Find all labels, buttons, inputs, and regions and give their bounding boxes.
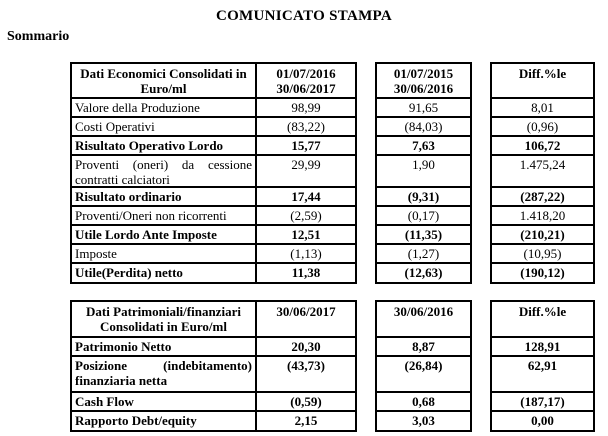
value-diff: (287,22) [492,186,593,205]
row-label: Risultato Operativo Lordo [75,138,224,153]
value-diff: (10,95) [492,243,593,262]
financial-header-row: Dati Patrimoniali/finanziari Consolidati… [72,302,355,336]
value-current: (43,73) [255,357,355,391]
row-label: Valore della Produzione [75,100,200,115]
row-label: Rapporto Debt/equity [75,413,197,428]
value-diff: 106,72 [492,135,593,154]
value-current: 29,99 [255,156,355,186]
financial-table-prior-year-box: 30/06/2016 8,87 (26,84) 0,68 3,03 [375,300,472,432]
row-label: Patrimonio Netto [75,339,172,354]
value-prior: (26,84) [377,355,470,391]
row-label: Risultato ordinario [75,189,182,204]
value-current: 2,15 [255,412,355,430]
economic-header-row: Dati Economici Consolidati in Euro/ml 01… [72,64,355,97]
value-prior: 0,68 [377,391,470,410]
financial-table-title: Dati Patrimoniali/finanziari Consolidati… [86,304,241,334]
value-diff: (0,96) [492,116,593,135]
value-current: 11,38 [255,264,355,282]
value-prior: 1,90 [377,154,470,186]
row-label: Proventi/Oneri non ricorrenti [75,208,227,223]
financial-table-main-box: Dati Patrimoniali/finanziari Consolidati… [70,300,357,432]
page-title: COMUNICATO STAMPA [215,8,393,24]
financial-position-table: Dati Patrimoniali/finanziari Consolidati… [70,300,595,432]
economic-table-prior-year-box: 01/07/2015 30/06/2016 91,65 (84,03) 7,63… [375,62,472,284]
table-row: Risultato Operativo Lordo 15,77 [72,135,355,154]
table-row: Utile(Perdita) netto 11,38 [72,262,355,282]
value-current: 98,99 [255,99,355,116]
value-current: 12,51 [255,226,355,243]
col-header-period-current: 01/07/2016 30/06/2017 [255,64,355,97]
table-row: Cash Flow (0,59) [72,391,355,410]
row-label: Cash Flow [75,394,134,409]
value-diff: (210,21) [492,224,593,243]
col-header-date-prior: 30/06/2016 [393,304,454,319]
value-current: 15,77 [255,137,355,154]
row-label: Utile Lordo Ante Imposte [75,227,217,242]
col-header-diff: Diff.%le [518,304,567,319]
value-prior: 8,87 [377,336,470,355]
economic-table-diff-box: Diff.%le 8,01 (0,96) 106,72 1.475,24 (28… [490,62,595,284]
table-row: Proventi/Oneri non ricorrenti (2,59) [72,205,355,224]
row-label: Utile(Perdita) netto [75,265,183,280]
col-header-diff: Diff.%le [518,66,567,81]
value-prior: 3,03 [377,410,470,430]
value-current: (83,22) [255,118,355,135]
value-prior: (12,63) [377,262,470,282]
value-diff: 128,91 [492,336,593,355]
value-diff: (187,17) [492,391,593,410]
value-prior: (0,17) [377,205,470,224]
value-prior: 7,63 [377,135,470,154]
value-diff: 1.475,24 [492,154,593,186]
row-label: Imposte [75,246,117,261]
value-diff: 1.418,20 [492,205,593,224]
value-prior: (11,35) [377,224,470,243]
value-diff: 8,01 [492,97,593,116]
table-row: Patrimonio Netto 20,30 [72,336,355,355]
value-current: (0,59) [255,393,355,410]
value-prior: 91,65 [377,97,470,116]
table-row: Posizione (indebitamento) finanziaria ne… [72,355,355,391]
value-prior: (84,03) [377,116,470,135]
financial-table-diff-box: Diff.%le 128,91 62,91 (187,17) 0,00 [490,300,595,432]
table-row: Risultato ordinario 17,44 [72,186,355,205]
value-prior: (1,27) [377,243,470,262]
col-header-date-current: 30/06/2017 [255,302,355,336]
value-diff: (190,12) [492,262,593,282]
value-current: 20,30 [255,338,355,355]
value-current: 17,44 [255,188,355,205]
table-row: Utile Lordo Ante Imposte 12,51 [72,224,355,243]
table-row: Costi Operativi (83,22) [72,116,355,135]
row-label: Costi Operativi [75,119,155,134]
table-row: Valore della Produzione 98,99 [72,97,355,116]
value-current: (2,59) [255,207,355,224]
economic-data-table: Dati Economici Consolidati in Euro/ml 01… [70,62,595,284]
col-header-period-prior: 01/07/2015 30/06/2016 [393,66,454,96]
value-prior: (9,31) [377,186,470,205]
section-heading: Sommario [7,29,70,44]
table-row: Proventi (oneri) da cessione contratti c… [72,154,355,186]
value-current: (1,13) [255,245,355,262]
value-diff: 62,91 [492,355,593,391]
economic-table-title: Dati Economici Consolidati in Euro/ml [80,66,247,96]
value-diff: 0,00 [492,410,593,430]
table-row: Imposte (1,13) [72,243,355,262]
table-row: Rapporto Debt/equity 2,15 [72,410,355,430]
row-label: Posizione (indebitamento) finanziaria ne… [75,358,252,388]
row-label: Proventi (oneri) da cessione contratti c… [75,157,252,186]
economic-table-main-box: Dati Economici Consolidati in Euro/ml 01… [70,62,357,284]
